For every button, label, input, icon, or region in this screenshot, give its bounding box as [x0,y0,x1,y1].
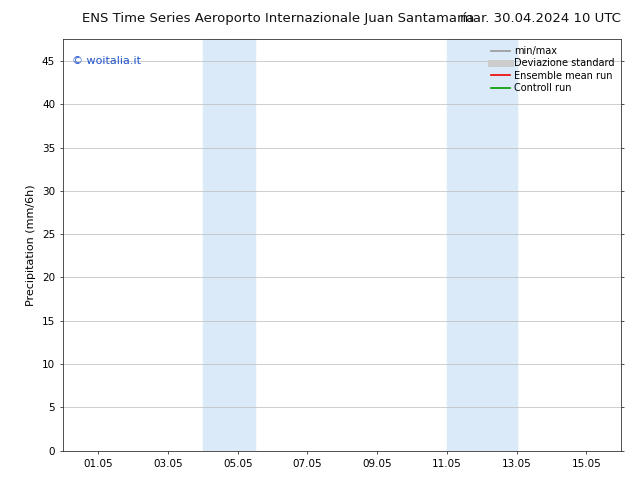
Text: mar. 30.04.2024 10 UTC: mar. 30.04.2024 10 UTC [460,12,621,25]
Text: ENS Time Series Aeroporto Internazionale Juan Santamaría: ENS Time Series Aeroporto Internazionale… [82,12,475,25]
Bar [447,39,517,451]
Bar [203,39,255,451]
Y-axis label: Precipitation (mm/6h): Precipitation (mm/6h) [26,184,36,306]
Legend: min/max, Deviazione standard, Ensemble mean run, Controll run: min/max, Deviazione standard, Ensemble m… [489,44,616,95]
Text: © woitalia.it: © woitalia.it [72,56,141,66]
